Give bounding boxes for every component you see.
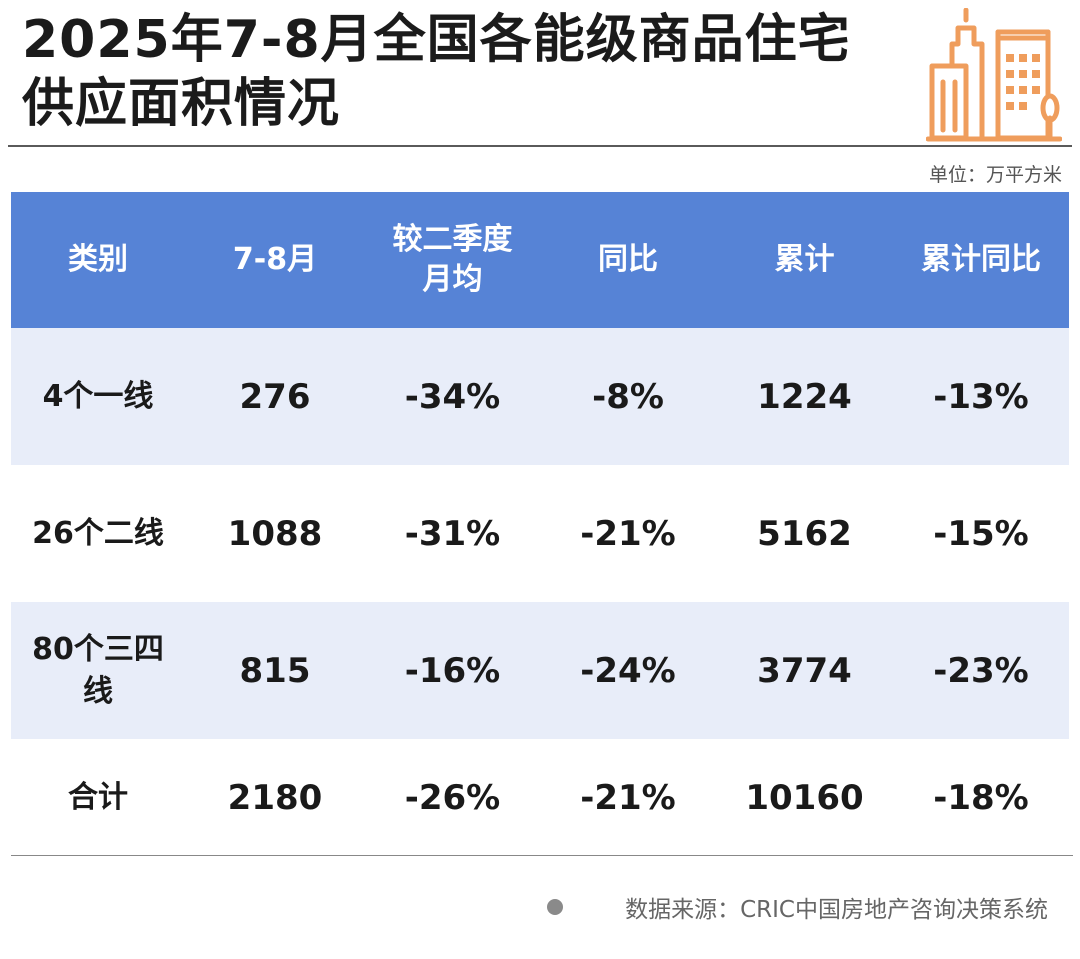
table-cell: -18% — [933, 777, 1029, 818]
column-header-label: 同比 — [598, 242, 658, 277]
table-cell: 1088 — [227, 513, 323, 554]
table-cell: -31% — [404, 513, 501, 554]
table-cell: -13% — [893, 328, 1069, 465]
table-cell: -15% — [933, 513, 1029, 554]
table-bottom-divider — [11, 855, 1073, 856]
table-row: 合计 2180 -26% -21% 10160 -18% — [11, 739, 1069, 856]
row-category: 合计 — [11, 739, 185, 856]
city-buildings-icon — [926, 8, 1062, 142]
table-cell: 5162 — [757, 513, 852, 554]
row-category-label: 合计 — [68, 779, 128, 815]
row-category: 26个二线 — [11, 465, 185, 602]
table-cell: -21% — [580, 777, 676, 818]
row-category-label: 26个二线 — [32, 515, 164, 551]
unit-label: 单位：万平方米 — [928, 164, 1062, 186]
bullet-dot-icon — [547, 899, 564, 915]
table-cell: 815 — [185, 602, 365, 739]
table-cell: 1224 — [716, 328, 893, 465]
source-note: 数据来源：CRIC中国房地产咨询决策系统 — [547, 890, 1048, 924]
data-table: 类别 7-8月 较二季度月均 同比 累计 累计同比 4个一线 276 -34% -8% 1224-… — [11, 192, 1069, 856]
table-cell: 276 — [185, 328, 365, 465]
table-cell: -21% — [580, 513, 676, 554]
table-header: 类别 7-8月 较二季度月均 同比 累计 累计同比 — [11, 192, 1069, 328]
column-header: 7-8月 — [185, 192, 365, 328]
column-header-label: 类别 — [68, 242, 128, 277]
table-cell: -8% — [540, 328, 716, 465]
table-cell: -34% — [365, 328, 540, 465]
table-cell: -23% — [893, 602, 1069, 739]
table-cell: -16% — [365, 602, 540, 739]
row-category-label: 80个三四线 — [32, 631, 164, 709]
page-title: 2025年7-8月全国各能级商品住宅供应面积情况 — [22, 10, 851, 134]
table-cell: 3774 — [716, 602, 893, 739]
column-header-label: 累计同比 — [921, 242, 1041, 277]
title-divider — [8, 145, 1072, 147]
table-cell: 10160 — [745, 777, 864, 818]
column-header: 同比 — [540, 192, 716, 328]
table-body: 4个一线 276 -34% -8% 1224 -13% 26个二线 1088 -31% -21% 5… — [11, 328, 1069, 856]
column-header-label: 7-8月 — [232, 242, 318, 277]
column-header-label: 较二季度月均 — [392, 222, 513, 297]
column-header: 累计 — [716, 192, 893, 328]
row-category: 80个三四线 — [11, 602, 185, 739]
table-row: 80个三四线 815 -16% -24% 3774 -23% — [11, 602, 1069, 739]
row-category: 4个一线 — [11, 328, 185, 465]
column-header-label: 累计 — [774, 242, 835, 277]
source-text: 数据来源：CRIC中国房地产咨询决策系统 — [625, 897, 1048, 923]
column-header: 累计同比 — [893, 192, 1069, 328]
row-category-label: 4个一线 — [42, 378, 154, 414]
column-header: 类别 — [11, 192, 185, 328]
table-cell: -26% — [404, 777, 501, 818]
table-cell: -24% — [540, 602, 716, 739]
table-row: 4个一线 276 -34% -8% 1224 -13% — [11, 328, 1069, 465]
column-header: 较二季度月均 — [365, 192, 540, 328]
table-row: 26个二线 1088 -31% -21% 5162 -15% — [11, 465, 1069, 602]
table-cell: 2180 — [227, 777, 323, 818]
